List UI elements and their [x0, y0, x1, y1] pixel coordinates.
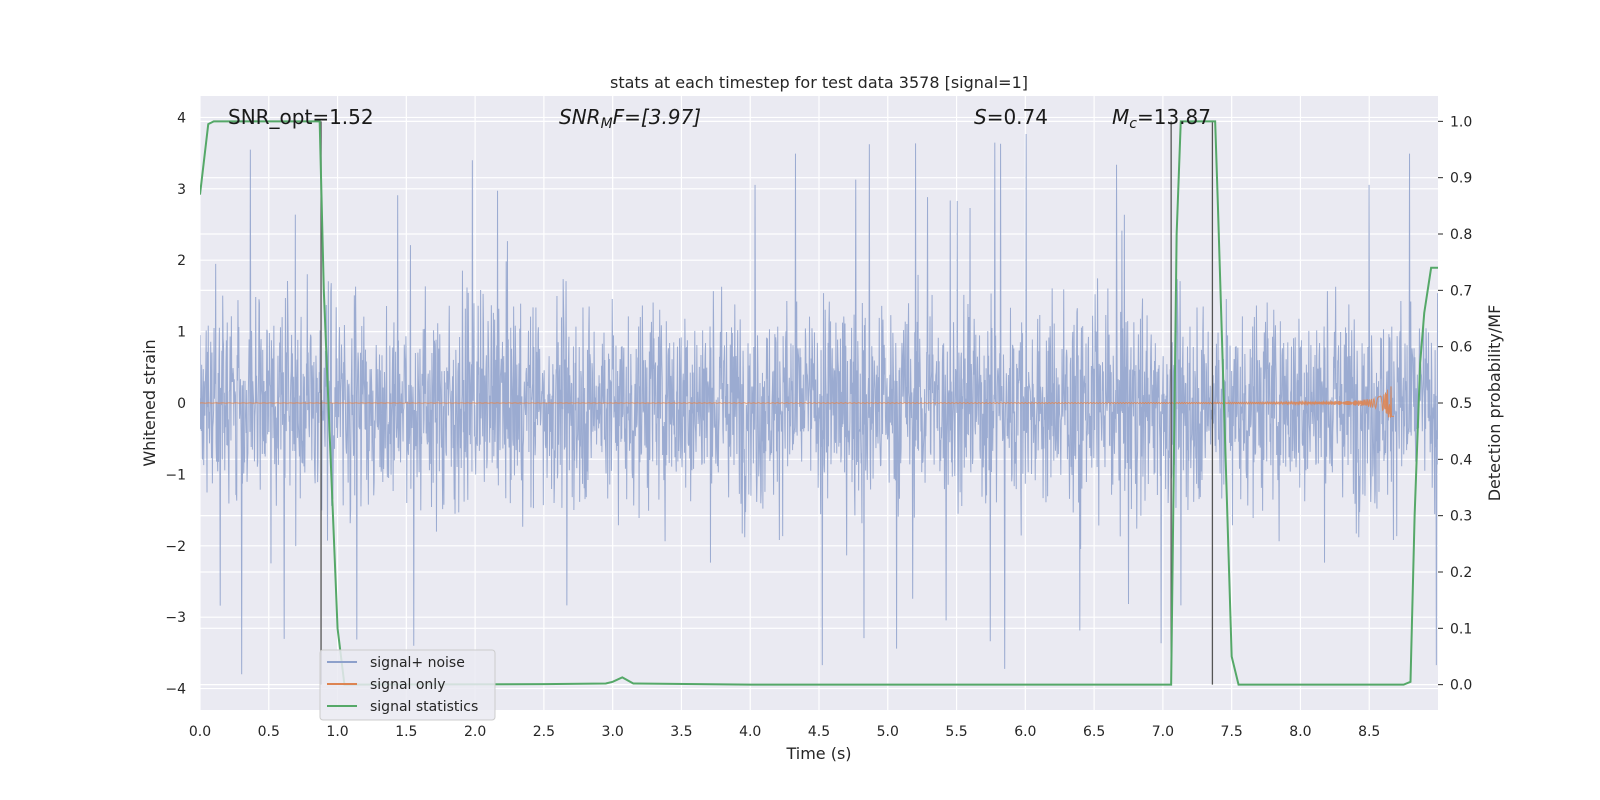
y-axis-ticks: 4 3 2 1 0 −1 −2 −3 −4	[165, 110, 186, 697]
x-tick-label: 0.5	[258, 724, 280, 740]
series-signal-only	[200, 386, 1394, 419]
series-line-signal-statistics	[200, 120, 1438, 686]
x-tick-label: 1.5	[395, 724, 417, 740]
x-tick-label: 4.0	[739, 724, 761, 740]
y2-axis-ticks: 1.0 0.9 0.8 0.7 0.6 0.5 0.4 0.3 0.2 0.1 0.0	[1438, 114, 1472, 694]
y2-tick-label: 1.0	[1450, 114, 1472, 130]
annotation-snr-mf: SNRMF=[3.97]	[559, 105, 701, 132]
series-line-signal-only	[200, 386, 1394, 419]
y2-tick-label: 0.4	[1450, 452, 1472, 468]
y2-tick-label: 0.3	[1450, 509, 1472, 525]
y-tick-label: −3	[165, 610, 186, 626]
y2-tick-label: 0.1	[1450, 621, 1472, 637]
x-axis-ticks: 0.0 0.5 1.0 1.5 2.0 2.5 3.0 3.5 4.0 4.5 5.0 5.5 6.0 6…	[189, 724, 1380, 740]
y2-axis-label: Detection probability/MF	[1485, 305, 1504, 502]
y-tick-label: −1	[165, 467, 186, 483]
x-tick-label: 7.0	[1152, 724, 1174, 740]
series-signal-noise	[200, 134, 1438, 675]
y-tick-label: 1	[177, 325, 186, 341]
annotation-snr-mf-italic: SNR	[559, 105, 601, 129]
y-axis-label: Whitened strain	[140, 339, 159, 466]
x-tick-label: 0.0	[189, 724, 211, 740]
x-tick-label: 3.0	[602, 724, 624, 740]
annotation-s: S=0.74	[974, 105, 1048, 129]
y-tick-label: −2	[165, 539, 186, 555]
legend: signal+ noise signal only signal statist…	[319, 649, 496, 721]
x-tick-label: 5.0	[877, 724, 899, 740]
y2-tick-label: 0.8	[1450, 227, 1472, 243]
x-tick-label: 3.5	[670, 724, 692, 740]
y-tick-label: 4	[177, 110, 186, 126]
annotation-snr-mf-rest: F=[3.97]	[613, 105, 701, 129]
annotation-s-rest: =0.74	[987, 105, 1048, 129]
annotation-snr-mf-sub: M	[601, 116, 613, 132]
annotation-mc-sub: c	[1129, 116, 1137, 132]
legend-label-signal-only: signal only	[370, 677, 445, 693]
annotation-s-italic: S	[974, 105, 987, 129]
legend-label-signal-noise: signal+ noise	[370, 655, 465, 671]
x-tick-label: 4.5	[808, 724, 830, 740]
y2-tick-label: 0.2	[1450, 565, 1472, 581]
series-line-signal-noise	[200, 134, 1438, 675]
x-tick-label: 2.0	[464, 724, 486, 740]
y2-tick-label: 0.9	[1450, 171, 1472, 187]
x-tick-label: 1.0	[326, 724, 348, 740]
x-tick-label: 7.5	[1221, 724, 1243, 740]
y-tick-label: −4	[165, 682, 186, 698]
x-axis-label: Time (s)	[785, 744, 851, 763]
annotation-snr-opt: SNR_opt=1.52	[228, 105, 374, 129]
annotation-mc-italic: M	[1112, 105, 1129, 129]
series-signal-statistics	[200, 120, 1438, 686]
y2-tick-label: 0.5	[1450, 396, 1472, 412]
x-tick-label: 8.5	[1358, 724, 1380, 740]
legend-box	[319, 649, 496, 721]
x-tick-label: 6.0	[1014, 724, 1036, 740]
x-tick-label: 2.5	[533, 724, 555, 740]
chart-title: stats at each timestep for test data 357…	[610, 73, 1028, 92]
y2-tick-label: 0.6	[1450, 340, 1472, 356]
x-tick-label: 8.0	[1289, 724, 1311, 740]
y-tick-label: 2	[177, 253, 186, 269]
annotation-mc-rest: =13.87	[1137, 105, 1211, 129]
legend-label-signal-statistics: signal statistics	[370, 699, 478, 715]
x-tick-label: 5.5	[945, 724, 967, 740]
y-tick-label: 3	[177, 182, 186, 198]
y-tick-label: 0	[177, 396, 186, 412]
x-tick-label: 6.5	[1083, 724, 1105, 740]
y2-tick-label: 0.0	[1450, 678, 1472, 694]
y2-tick-label: 0.7	[1450, 283, 1472, 299]
annotation-mc: Mc=13.87	[1112, 105, 1211, 132]
